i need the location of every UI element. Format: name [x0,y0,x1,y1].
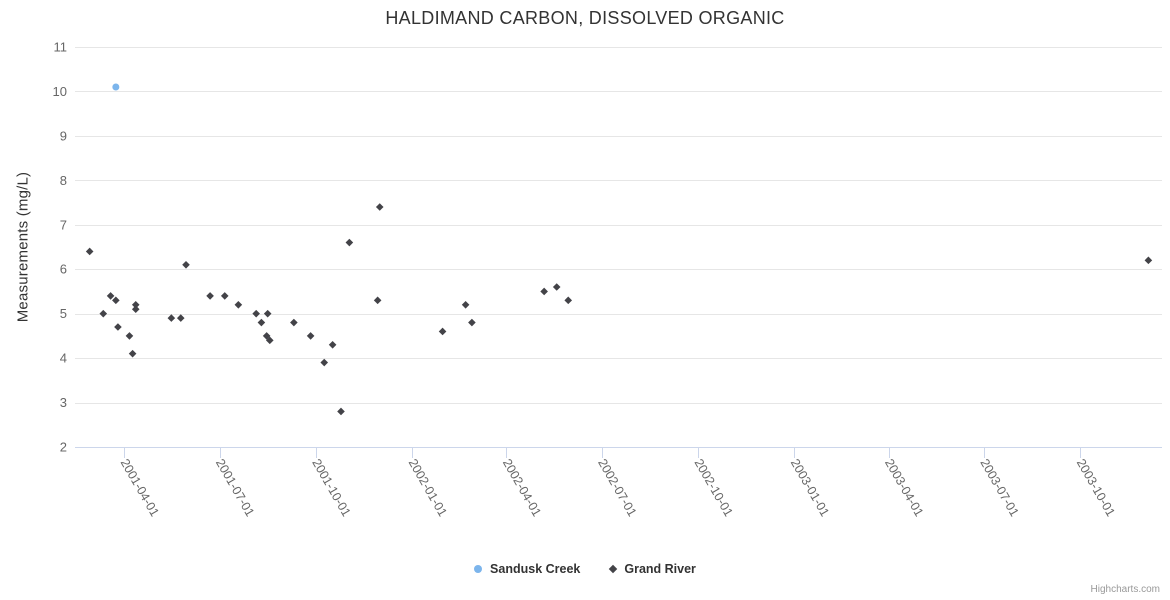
data-point-grand-river[interactable] [263,309,272,318]
data-point-grand-river[interactable] [257,318,266,327]
x-axis-tick-label: 2001-10-01 [309,457,353,519]
data-point-grand-river[interactable] [290,318,298,327]
data-point-grand-river[interactable] [306,332,315,340]
x-axis-tick-label: 2003-04-01 [882,457,926,519]
data-point-grand-river[interactable] [252,309,260,318]
data-point-grand-river[interactable] [1144,256,1153,265]
y-axis-tick-label: 4 [60,351,67,366]
x-axis-tick-label: 2001-07-01 [213,457,257,519]
y-axis-tick-label: 10 [53,84,67,99]
y-axis-tick-label: 3 [60,395,67,410]
y-axis-tick-label: 9 [60,128,67,143]
y-axis-tick-label: 5 [60,306,67,321]
data-point-grand-river[interactable] [85,247,94,256]
x-axis-tick-label: 2003-07-01 [977,457,1021,519]
x-axis-tick-label: 2002-10-01 [691,457,735,519]
data-point-grand-river[interactable] [320,358,329,367]
data-point-grand-river[interactable] [540,287,548,296]
data-point-sandusk-creek[interactable] [112,83,120,91]
legend-label-grand-river: Grand River [624,562,696,576]
data-point-grand-river[interactable] [114,323,122,331]
x-axis-tick-label: 2002-07-01 [595,457,639,519]
x-axis-tick-label: 2001-04-01 [118,457,162,519]
data-point-grand-river[interactable] [552,283,561,291]
data-point-grand-river[interactable] [265,336,274,345]
data-point-grand-river[interactable] [468,318,476,327]
legend-item-sandusk-creek[interactable]: Sandusk Creek [474,562,580,576]
data-point-grand-river[interactable] [375,203,384,211]
data-point-grand-river[interactable] [112,296,120,305]
legend: Sandusk Creek Grand River [0,562,1170,576]
data-point-grand-river[interactable] [106,292,115,300]
data-point-grand-river[interactable] [131,300,140,309]
legend-item-grand-river[interactable]: Grand River [609,562,696,576]
data-point-grand-river[interactable] [262,332,271,340]
data-point-grand-river[interactable] [128,349,137,358]
data-point-grand-river[interactable] [182,260,190,269]
data-point-grand-river[interactable] [176,314,185,322]
x-axis-tick-label: 2003-10-01 [1074,457,1118,519]
y-axis-tick-label: 6 [60,262,67,277]
data-point-grand-river[interactable] [206,292,214,300]
x-axis-tick-label: 2002-01-01 [406,457,450,519]
diamond-marker-icon [609,564,618,574]
data-point-grand-river[interactable] [328,340,337,349]
data-point-grand-river[interactable] [337,407,345,416]
x-axis-tick-label: 2003-01-01 [788,457,832,519]
data-point-grand-river[interactable] [131,305,140,314]
legend-label-sandusk-creek: Sandusk Creek [490,562,581,576]
y-axis-tick-label: 11 [54,40,68,55]
data-point-grand-river[interactable] [461,300,470,309]
data-point-grand-river[interactable] [373,296,382,305]
y-axis-tick-label: 7 [60,217,67,232]
data-point-grand-river[interactable] [125,332,134,340]
y-axis-tick-label: 2 [60,440,67,455]
y-axis-tick-label: 8 [60,173,67,188]
data-point-grand-river[interactable] [167,314,176,322]
x-axis-tick-label: 2002-04-01 [500,457,544,519]
data-point-grand-river[interactable] [99,309,108,318]
data-point-grand-river[interactable] [564,296,573,305]
data-point-grand-river[interactable] [345,238,354,247]
circle-marker-icon [474,565,483,573]
chart-title: HALDIMAND CARBON, DISSOLVED ORGANIC [385,8,785,28]
data-point-grand-river[interactable] [234,300,243,309]
data-point-grand-river[interactable] [220,292,229,300]
data-point-grand-river[interactable] [438,327,447,336]
highcharts-credit[interactable]: Highcharts.com [1090,584,1160,595]
